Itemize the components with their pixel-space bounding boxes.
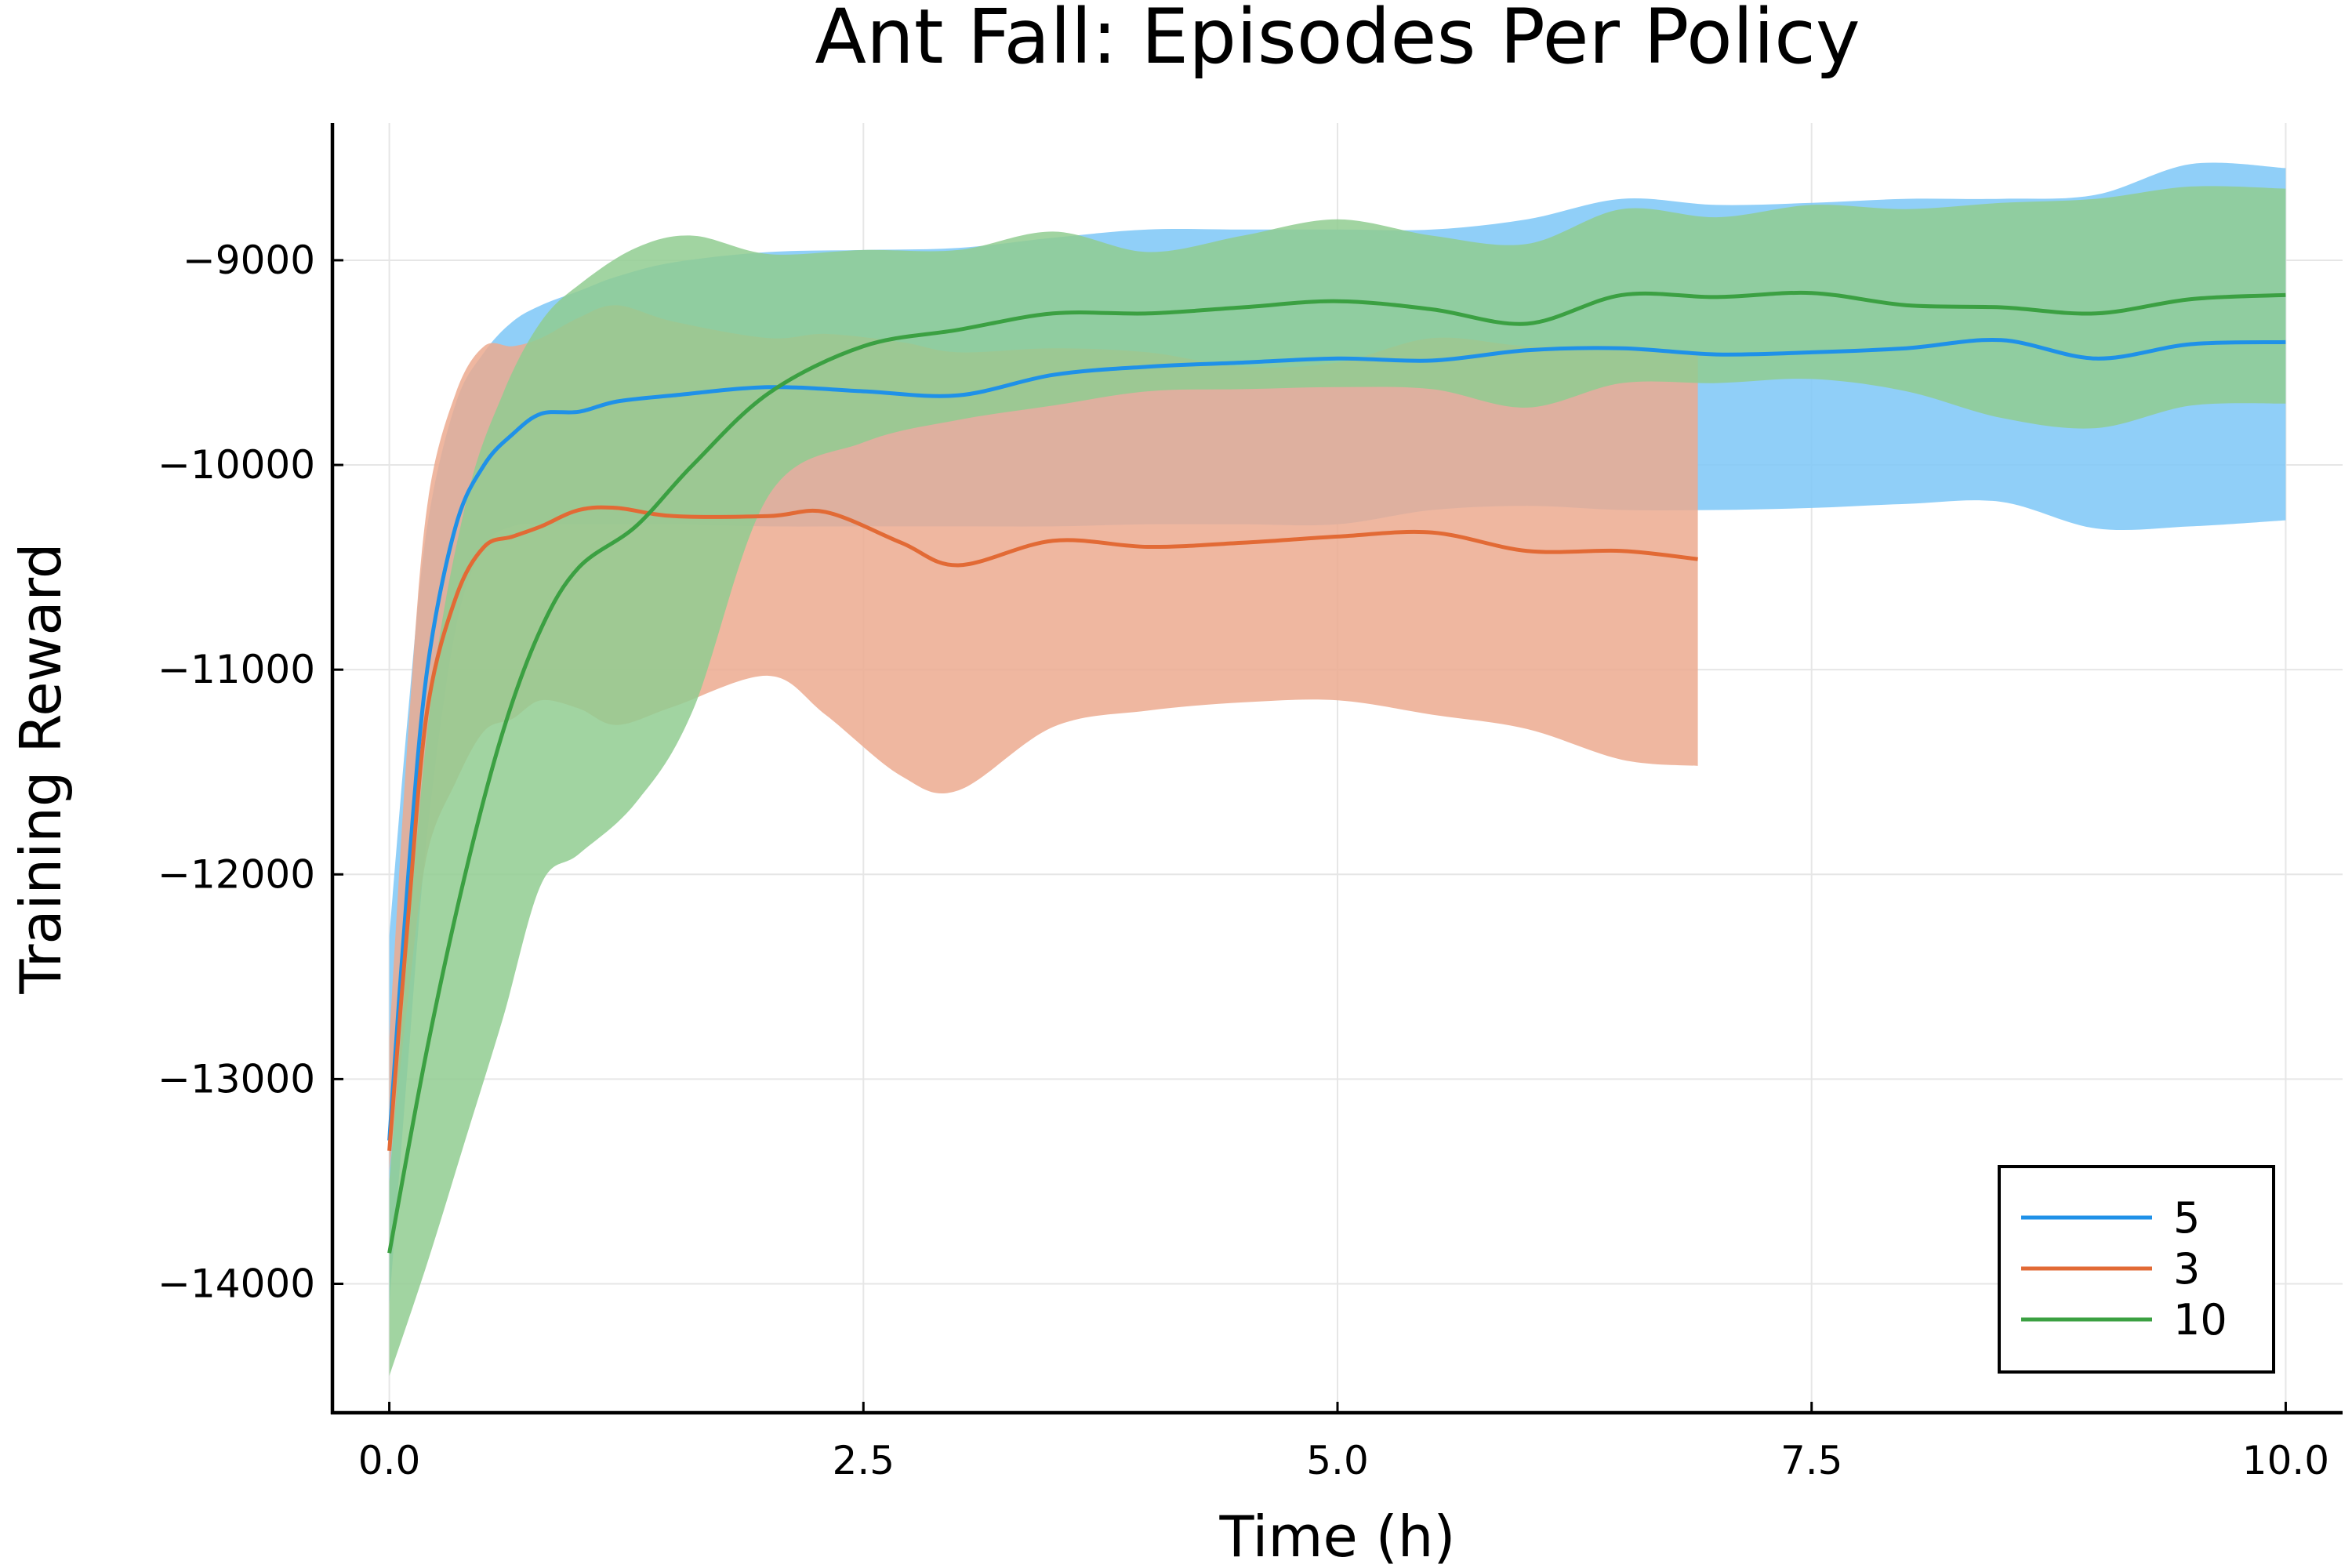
line-series-10	[387, 290, 2286, 1254]
confidence-bands	[389, 162, 2286, 1377]
x-tick-label: 7.5	[1780, 1438, 1843, 1483]
y-tick-label: −11000	[158, 647, 315, 692]
y-tick-label: −9000	[183, 238, 315, 283]
x-tick-label: 0.0	[358, 1438, 421, 1483]
chart-title: Ant Fall: Episodes Per Policy	[815, 0, 1860, 81]
line-series-5	[387, 337, 2286, 1141]
legend-label-10: 10	[2173, 1295, 2227, 1345]
y-axis-label: Training Reward	[8, 543, 74, 994]
y-tick-label: −10000	[158, 442, 315, 488]
y-tick-label: −12000	[158, 851, 315, 897]
x-tick-label: 5.0	[1306, 1438, 1369, 1483]
axes	[330, 123, 2343, 1415]
series-lines	[387, 290, 2286, 1254]
y-tick-label: −13000	[158, 1056, 315, 1102]
legend-label-3: 3	[2173, 1244, 2200, 1294]
band-series-10	[389, 186, 2286, 1377]
tick-labels: 0.0 2.5 5.0 7.5 10.0 −14000 −13000 −12000 −11000…	[158, 238, 2329, 1483]
x-tick-label: 2.5	[833, 1438, 895, 1483]
line-series-3	[387, 505, 1698, 1151]
x-tick-label: 10.0	[2242, 1438, 2329, 1483]
y-tick-label: −14000	[158, 1261, 315, 1307]
x-axis-label: Time (h)	[1219, 1504, 1456, 1568]
legend-label-5: 5	[2173, 1193, 2200, 1243]
